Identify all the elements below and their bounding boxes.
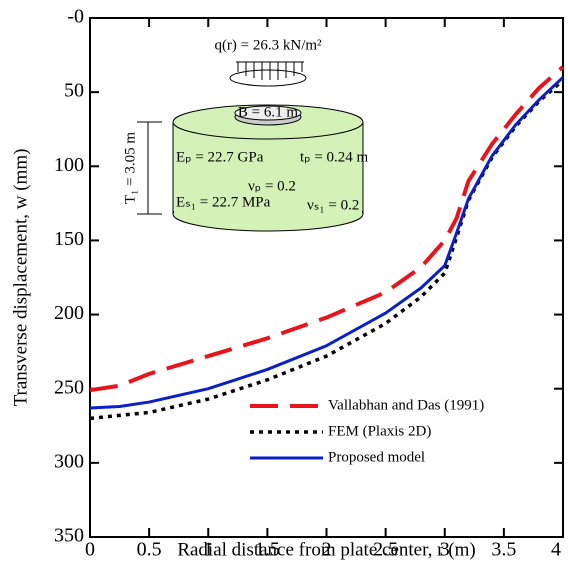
annotation: νₚ = 0.2 (248, 178, 296, 194)
legend-label: FEM (Plaxis 2D) (328, 423, 431, 439)
y-tick-label: 100 (54, 154, 84, 176)
annotation: B = 6.1 m (238, 104, 298, 120)
y-tick-label: 350 (54, 525, 84, 547)
x-axis-label: Radial distance from plate center, r (m) (177, 539, 475, 560)
annotation: Eₛ₁ = 22.7 MPa (176, 194, 271, 210)
y-tick-label: 150 (54, 228, 84, 250)
y-tick-label: 300 (54, 450, 84, 472)
inset-diagram (137, 61, 364, 232)
legend-label: Proposed model (328, 449, 425, 465)
x-tick-label: 2 (322, 539, 332, 561)
x-tick-label: 0 (85, 539, 95, 561)
x-tick-label: 2.5 (373, 539, 398, 561)
x-tick-label: 0.5 (137, 539, 162, 561)
x-tick-label: 1 (203, 539, 213, 561)
y-tick-label: -0 (67, 6, 84, 28)
y-axis-label: Transverse displacement, w (mm) (10, 149, 31, 407)
y-tick-label: 200 (54, 302, 84, 324)
plot-frame (89, 17, 564, 538)
x-tick-label: 3 (440, 539, 450, 561)
x-tick-label: 1.5 (255, 539, 280, 561)
legend-label: Vallabhan and Das (1991) (328, 397, 484, 413)
annotation: tₚ = 0.24 m (300, 149, 369, 165)
annotation: νₛ₁ = 0.2 (307, 197, 359, 213)
x-tick-label: 3.5 (491, 539, 516, 561)
y-tick-label: 50 (64, 80, 84, 102)
annotation: q(r) = 26.3 kN/m² (214, 37, 322, 53)
annotation: T₁ = 3.05 m (122, 132, 138, 204)
x-tick-label: 4 (551, 539, 561, 561)
y-tick-label: 250 (54, 376, 84, 398)
annotation: Eₚ = 22.7 GPa (176, 149, 264, 165)
data-line (89, 65, 565, 393)
data-line (89, 76, 565, 410)
